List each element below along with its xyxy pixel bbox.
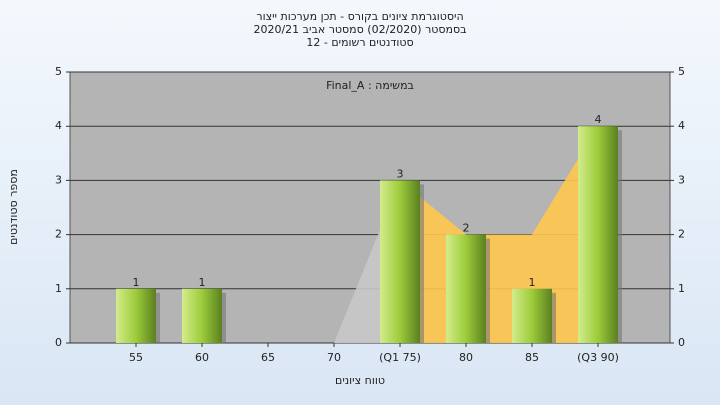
value-label: 1 [199,276,206,289]
x-tick-label: (Q3 90) [577,351,619,364]
y-tick-label: 1 [55,282,62,295]
x-tick-label: 70 [327,351,341,364]
x-tick-label: 85 [525,351,539,364]
y2-tick-label: 5 [678,65,685,78]
y-tick-label: 2 [55,228,62,241]
value-label: 4 [595,113,602,126]
y2-tick-label: 4 [678,119,685,132]
y-axis-label: מספר סטודנטים [7,169,20,245]
x-tick-label: 55 [129,351,143,364]
bar [116,288,156,343]
value-label: 3 [397,167,404,180]
value-label: 2 [463,222,470,235]
y-tick-label: 0 [55,336,62,349]
x-tick-label: 60 [195,351,209,364]
title-line: היסטוגרמת ציונים בקורס - תכן מערכות ייצו… [256,10,463,23]
bar [578,126,618,343]
y2-tick-label: 2 [678,228,685,241]
y2-tick-label: 0 [678,336,685,349]
annotation: Final_A : במשימה [326,79,414,92]
y-tick-label: 4 [55,119,62,132]
x-tick-label: (Q1 75) [379,351,421,364]
bar [446,234,486,343]
title-line: סטודנטים רשומים - 12 [306,36,413,49]
bar [380,180,420,343]
x-tick-label: 65 [261,351,275,364]
y-tick-label: 5 [55,65,62,78]
y2-tick-label: 3 [678,173,685,186]
bar [182,288,222,343]
title-line: בסמסטר (02/2020) סמסטר אביב 2020/21 [253,23,466,36]
value-label: 1 [529,276,536,289]
x-tick-label: 80 [459,351,473,364]
y-tick-label: 3 [55,173,62,186]
value-label: 1 [133,276,140,289]
y2-tick-label: 1 [678,282,685,295]
x-axis-label: טווח ציונים [335,374,385,387]
bar [512,288,552,343]
